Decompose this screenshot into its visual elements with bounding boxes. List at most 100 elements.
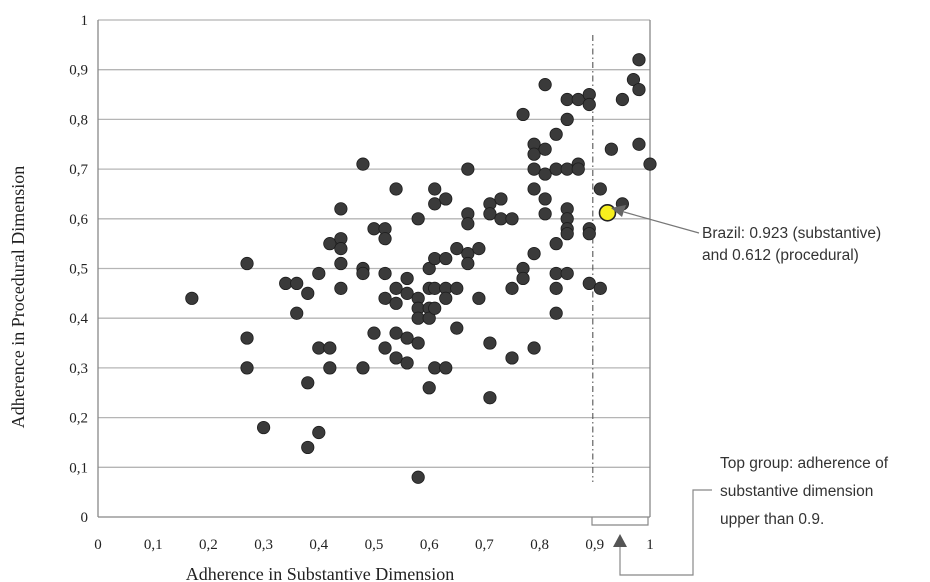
scatter-point (312, 425, 326, 440)
scatter-point (461, 217, 475, 231)
y-tick-label: 0,3 (69, 361, 88, 377)
x-tick-label: 0,9 (585, 537, 604, 553)
scatter-point (560, 112, 574, 127)
scatter-point (367, 222, 381, 236)
scatter-point (356, 266, 370, 281)
scatter-point (422, 261, 436, 276)
scatter-point (505, 212, 519, 226)
y-tick-label: 0,6 (69, 212, 88, 228)
scatter-point (439, 291, 453, 305)
scatter-point (279, 276, 293, 291)
top-group-annotation: Top group: adherence of substantive dime… (591, 455, 889, 576)
scatter-point (422, 311, 436, 325)
scatter-point (632, 82, 646, 97)
y-tick-labels: 0 0,1 0,2 0,3 0,4 0,5 0,6 0,7 0,8 0,9 1 (69, 13, 88, 526)
x-tick-label: 0,7 (475, 537, 494, 553)
y-tick-label: 0,1 (69, 460, 88, 476)
scatter-point (411, 311, 425, 325)
scatter-point (367, 326, 381, 340)
scatter-point (428, 182, 442, 196)
scatter-point (378, 341, 392, 355)
scatter-point (538, 192, 552, 206)
scatter-point (389, 296, 403, 310)
x-tick-label: 0,4 (309, 537, 328, 553)
scatter-point (549, 127, 563, 141)
scatter-point (240, 331, 254, 345)
scatter-point (538, 207, 552, 221)
scatter-point (560, 227, 574, 241)
scatter-point (301, 440, 315, 455)
top-group-label-line-2: substantive dimension (720, 483, 873, 500)
scatter-point (593, 281, 607, 295)
y-tick-label: 1 (81, 13, 89, 29)
scatter-point (411, 336, 425, 350)
y-tick-label: 0 (81, 510, 89, 526)
scatter-point (334, 202, 348, 216)
scatter-point (389, 326, 403, 340)
scatter-point (505, 351, 519, 365)
scatter-point (428, 197, 442, 211)
scatter-point (400, 271, 414, 286)
scatter-point (461, 256, 475, 271)
scatter-point (356, 157, 370, 171)
x-tick-label: 0,6 (420, 537, 439, 553)
scatter-point (494, 212, 508, 226)
scatter-point (400, 286, 414, 300)
scatter-point (378, 266, 392, 281)
scatter-point (483, 336, 497, 350)
scatter-point (643, 157, 657, 171)
y-tick-label: 0,2 (69, 411, 88, 427)
scatter-point (571, 162, 585, 176)
scatter-point (439, 251, 453, 266)
scatter-point (560, 266, 574, 281)
highlight-point (598, 204, 617, 222)
scatter-point (549, 162, 563, 176)
top-group-arrow-icon (613, 534, 627, 547)
scatter-point (560, 162, 574, 176)
top-group-label-line-1: Top group: adherence of (720, 455, 889, 472)
scatter-point (312, 266, 326, 281)
scatter-point (593, 182, 607, 196)
scatter-point (301, 376, 315, 390)
top-group-bracket (591, 517, 649, 526)
scatter-point (483, 207, 497, 221)
scatter-point (400, 356, 414, 370)
scatter-point (549, 306, 563, 320)
scatter-point (494, 192, 508, 206)
scatter-point (527, 147, 541, 161)
scatter-point (472, 242, 486, 256)
scatter-point (428, 301, 442, 315)
x-tick-label: 0 (94, 537, 102, 553)
scatter-point (527, 182, 541, 196)
y-tick-label: 0,8 (69, 112, 88, 128)
scatter-point (549, 281, 563, 295)
scatter-point (323, 361, 337, 375)
brazil-label-line-2: and 0.612 (procedural) (702, 247, 859, 264)
scatter-point (450, 281, 464, 295)
scatter-point (422, 381, 436, 395)
scatter-point (632, 137, 646, 151)
scatter-point (538, 167, 552, 181)
scatter-point (483, 391, 497, 405)
scatter-point (378, 232, 392, 246)
scatter-point (256, 420, 271, 435)
scatter-point (549, 237, 563, 251)
y-tick-label: 0,9 (69, 63, 88, 79)
scatter-point (334, 281, 348, 295)
scatter-point (356, 361, 370, 375)
scatter-point (615, 92, 630, 107)
brazil-point (598, 204, 617, 222)
data-points (185, 53, 657, 484)
scatter-point (549, 266, 563, 281)
x-tick-label: 0,3 (254, 537, 273, 553)
x-tick-label: 0,2 (199, 537, 218, 553)
scatter-point (334, 256, 348, 271)
scatter-point (632, 53, 646, 67)
scatter-point (323, 341, 337, 355)
top-group-label-line-3: upper than 0.9. (720, 511, 824, 528)
brazil-label-line-1: Brazil: 0.923 (substantive) (702, 225, 881, 242)
scatter-point (290, 306, 304, 320)
scatter-point (301, 286, 315, 300)
x-tick-labels: 0 0,1 0,2 0,3 0,4 0,5 0,6 0,7 0,8 0,9 1 (94, 537, 654, 553)
